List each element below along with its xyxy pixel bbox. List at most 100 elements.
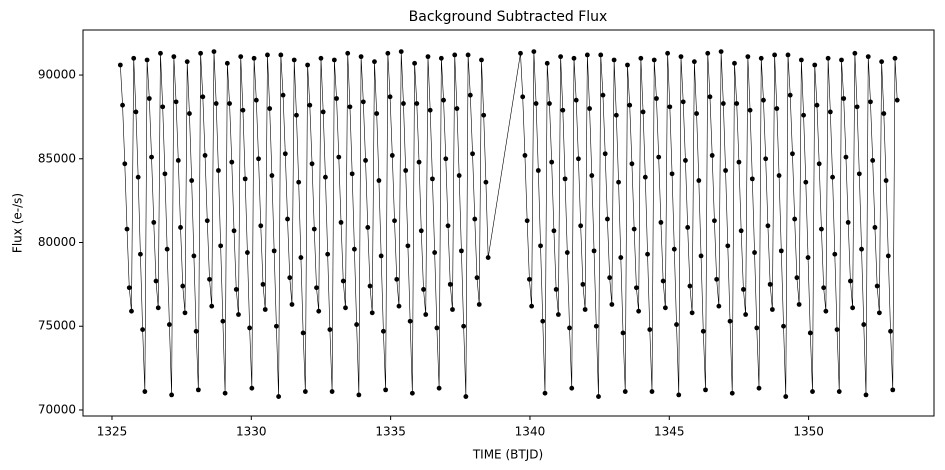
data-point <box>158 50 163 56</box>
data-point <box>783 394 789 399</box>
data-point <box>645 251 650 257</box>
data-point <box>671 246 677 252</box>
data-point <box>582 307 588 312</box>
data-point <box>526 276 532 282</box>
data-point <box>231 228 237 234</box>
data-point <box>454 106 460 111</box>
data-point <box>318 55 324 61</box>
data-point <box>151 220 157 225</box>
data-point <box>200 94 206 100</box>
data-point <box>345 50 351 56</box>
data-point <box>723 168 728 173</box>
data-point <box>331 57 337 63</box>
data-point <box>859 246 864 252</box>
data-point <box>841 96 847 101</box>
data-point <box>823 308 829 314</box>
data-point <box>589 173 595 178</box>
data-point <box>173 99 179 105</box>
y-axis-label: Flux (e-/s) <box>11 193 25 253</box>
y-tick-label: 70000 <box>38 402 76 416</box>
data-point <box>845 220 851 225</box>
data-point <box>781 323 786 329</box>
data-point <box>138 251 143 257</box>
data-point <box>282 151 288 157</box>
data-point <box>836 389 842 394</box>
data-point <box>354 322 360 327</box>
data-point <box>169 392 175 398</box>
data-point <box>587 106 592 111</box>
data-point <box>856 171 862 177</box>
data-point <box>767 281 773 287</box>
data-point <box>827 109 833 115</box>
data-point <box>378 253 384 259</box>
data-point <box>569 385 575 391</box>
data-point <box>289 302 295 307</box>
data-point <box>242 176 248 182</box>
data-point <box>631 226 637 232</box>
y-tick-label: 80000 <box>38 235 76 249</box>
data-point <box>204 218 210 224</box>
data-point <box>810 389 815 394</box>
data-point <box>218 243 224 249</box>
data-point <box>146 96 152 101</box>
data-point <box>863 392 869 398</box>
data-point <box>195 387 201 393</box>
data-point <box>349 171 355 177</box>
data-point <box>881 111 887 116</box>
data-point <box>191 253 197 259</box>
data-point <box>216 168 221 173</box>
data-point <box>187 111 192 116</box>
data-point <box>758 55 764 61</box>
data-point <box>852 50 858 56</box>
data-point <box>560 107 566 113</box>
data-point <box>602 151 608 157</box>
data-point <box>747 107 753 113</box>
data-point <box>549 159 555 165</box>
data-point <box>233 286 239 292</box>
data-point <box>325 251 331 257</box>
data-point <box>320 109 326 115</box>
data-point <box>790 151 795 157</box>
data-point <box>738 228 744 234</box>
data-point <box>443 156 449 162</box>
data-point <box>544 60 550 66</box>
data-point <box>756 385 762 391</box>
data-point <box>607 275 613 281</box>
data-point <box>314 285 319 291</box>
data-point <box>531 49 537 55</box>
data-point <box>459 248 464 254</box>
data-point <box>367 283 373 289</box>
data-point <box>260 281 266 287</box>
data-point <box>276 394 282 399</box>
data-point <box>307 102 313 108</box>
data-point <box>343 305 348 311</box>
data-point <box>792 216 798 222</box>
data-point <box>207 276 212 282</box>
data-point <box>662 305 668 311</box>
data-point <box>383 387 389 393</box>
data-point <box>401 101 406 106</box>
data-point <box>885 253 891 259</box>
data-point <box>472 216 478 222</box>
data-point <box>166 322 172 327</box>
data-point <box>189 178 195 183</box>
data-point <box>380 328 386 334</box>
x-tick-label: 1325 <box>97 425 128 439</box>
data-point <box>805 255 811 260</box>
data-point <box>727 318 733 324</box>
data-point <box>483 179 489 185</box>
data-point <box>470 151 475 157</box>
data-point <box>654 96 659 101</box>
data-point <box>249 385 255 391</box>
data-point <box>126 285 132 291</box>
data-point <box>796 302 802 307</box>
data-point <box>564 250 570 255</box>
data-point <box>142 389 148 394</box>
data-point <box>131 55 137 61</box>
data-point <box>389 153 395 158</box>
data-point <box>551 228 557 234</box>
data-point <box>247 325 253 331</box>
data-point <box>356 392 362 398</box>
data-point <box>741 286 746 292</box>
data-point <box>689 310 695 316</box>
